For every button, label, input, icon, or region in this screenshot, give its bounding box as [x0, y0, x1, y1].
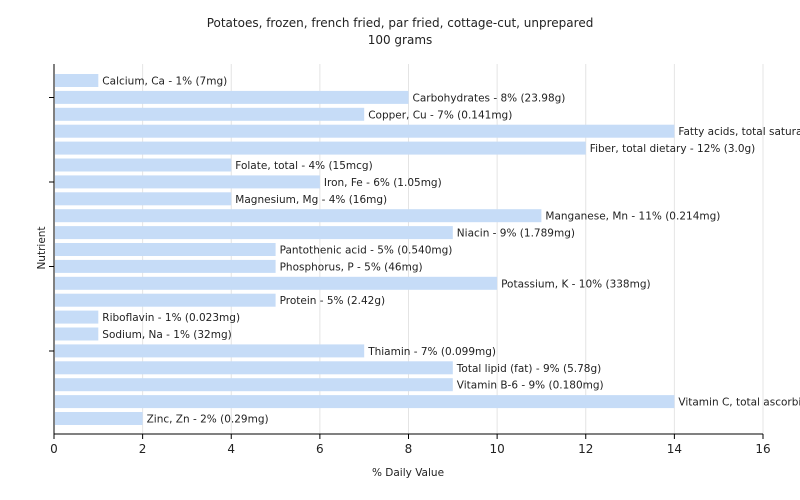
bar [55, 310, 99, 324]
bar-label: Magnesium, Mg - 4% (16mg) [235, 194, 387, 206]
bar [55, 90, 409, 104]
x-tick-label: 14 [667, 442, 682, 456]
bar [55, 192, 232, 206]
bar-label: Phosphorus, P - 5% (46mg) [280, 261, 423, 273]
y-axis-title: Nutrient [36, 226, 48, 269]
bar [55, 107, 365, 121]
bars: Calcium, Ca - 1% (7mg) Carbohydrates - 8%… [55, 74, 800, 426]
x-tick-label: 0 [50, 442, 58, 456]
bar-label: Folate, total - 4% (15mcg) [235, 160, 372, 172]
bar [55, 378, 453, 392]
x-tick-label: 16 [755, 442, 770, 456]
bar-label: Carbohydrates - 8% (23.98g) [413, 92, 566, 104]
x-tick-label: 8 [405, 442, 413, 456]
bar [55, 175, 320, 189]
bar [55, 124, 675, 138]
bar [55, 158, 232, 172]
bar-label: Thiamin - 7% (0.099mg) [367, 346, 496, 358]
bar-label: Manganese, Mn - 11% (0.214mg) [545, 211, 720, 223]
bar [55, 226, 453, 240]
bar [55, 344, 365, 358]
x-tick-label: 10 [489, 442, 504, 456]
x-axis-title: % Daily Value [372, 467, 444, 479]
bar-label: Iron, Fe - 6% (1.05mg) [324, 177, 442, 189]
bar [55, 209, 542, 223]
bar-label: Zinc, Zn - 2% (0.29mg) [147, 414, 269, 426]
bar-label: Sodium, Na - 1% (32mg) [102, 329, 231, 341]
bar [55, 259, 276, 273]
x-tick-label: 4 [227, 442, 235, 456]
bar [55, 293, 276, 307]
bar-label: Fiber, total dietary - 12% (3.0g) [590, 143, 755, 155]
bar [55, 395, 675, 409]
bar [55, 74, 99, 87]
bar-label: Vitamin B-6 - 9% (0.180mg) [457, 380, 604, 392]
x-tick-label: 12 [578, 442, 593, 456]
bar-label: Copper, Cu - 7% (0.141mg) [368, 109, 512, 121]
bar-label: Niacin - 9% (1.789mg) [457, 228, 575, 240]
bar [55, 141, 586, 155]
bar [55, 327, 99, 341]
bar-label: Potassium, K - 10% (338mg) [501, 278, 651, 290]
bar [55, 361, 453, 375]
bar-label: Total lipid (fat) - 9% (5.78g) [456, 363, 601, 375]
bar [55, 243, 276, 256]
bar-label: Pantothenic acid - 5% (0.540mg) [280, 245, 453, 257]
x-ticks: 0 2 4 6 8 10 12 14 16 [50, 434, 771, 456]
bar [55, 276, 498, 290]
bar-label: Riboflavin - 1% (0.023mg) [102, 312, 240, 324]
chart-subtitle: 100 grams [368, 33, 433, 47]
x-tick-label: 6 [316, 442, 324, 456]
bar [55, 412, 143, 425]
bar-label: Vitamin C, total ascorbic acid - 14% (8.… [678, 397, 800, 409]
bar-label: Fatty acids, total saturated - 14% (2.74… [678, 126, 800, 138]
chart-title: Potatoes, frozen, french fried, par frie… [207, 16, 594, 30]
x-tick-label: 2 [139, 442, 147, 456]
bar-label: Calcium, Ca - 1% (7mg) [102, 76, 227, 88]
bar-label: Protein - 5% (2.42g) [280, 295, 386, 307]
